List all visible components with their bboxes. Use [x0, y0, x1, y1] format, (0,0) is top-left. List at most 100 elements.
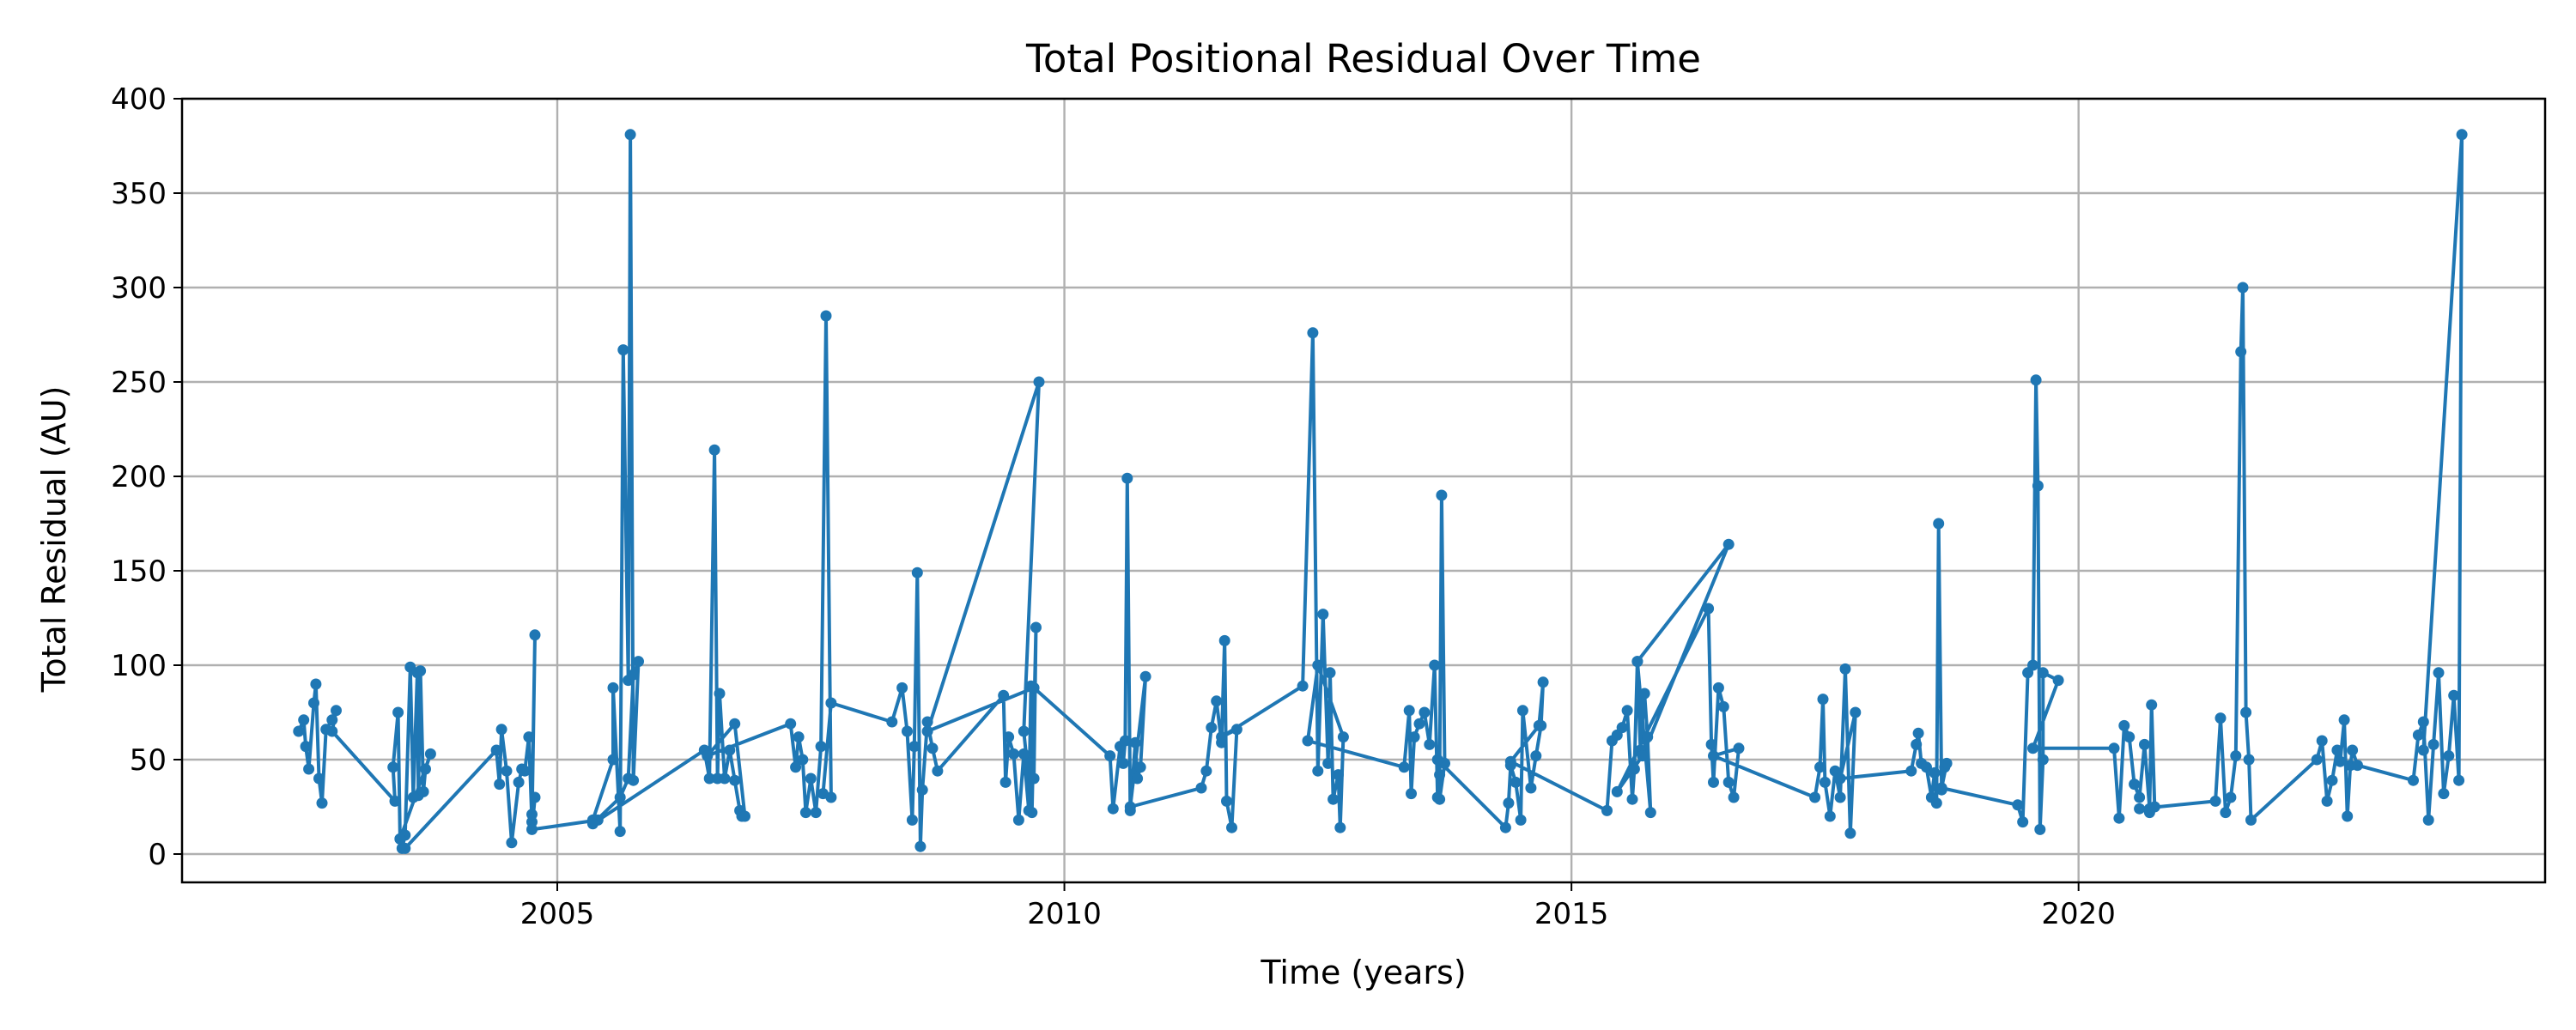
data-point	[820, 310, 832, 322]
data-point	[902, 725, 913, 737]
data-point	[1533, 719, 1545, 731]
data-point	[506, 837, 518, 849]
data-point	[916, 784, 928, 796]
data-point	[2139, 738, 2150, 750]
data-point	[2012, 799, 2024, 811]
chart-title: Total Positional Residual Over Time	[1025, 36, 1701, 82]
data-point	[1717, 700, 1729, 712]
data-point	[708, 444, 720, 456]
x-tick-label: 2005	[520, 897, 595, 931]
data-point	[911, 566, 923, 579]
data-point	[387, 761, 399, 773]
data-point	[2134, 803, 2146, 815]
data-point	[1406, 788, 1417, 800]
data-point	[2417, 744, 2429, 756]
data-point	[999, 776, 1012, 788]
data-point	[1334, 821, 1346, 833]
data-point	[1930, 797, 1942, 809]
data-point	[1200, 765, 1212, 777]
data-point	[1302, 735, 1314, 747]
ticks: 2005 2010 2015 2020 0 50 100 150 200 250 300 350 400	[111, 82, 2116, 931]
data-point	[529, 629, 541, 641]
data-point	[2243, 754, 2255, 766]
data-point	[1434, 769, 1446, 781]
data-point	[2412, 729, 2424, 741]
data-point	[2347, 744, 2359, 756]
data-point	[1424, 738, 1436, 750]
data-point	[805, 772, 817, 785]
data-point	[2220, 807, 2232, 819]
y-tick-label: 300	[111, 271, 167, 306]
data-point	[1525, 782, 1537, 794]
data-point	[1911, 738, 1923, 750]
data-point	[415, 665, 427, 677]
data-point	[526, 823, 538, 835]
data-point	[331, 705, 342, 717]
data-point	[1436, 489, 1448, 501]
data-point	[1012, 814, 1024, 826]
data-point	[1611, 785, 1623, 797]
data-point	[2230, 750, 2242, 762]
data-point	[1317, 609, 1329, 621]
y-tick-label: 50	[130, 743, 167, 778]
data-point	[797, 754, 809, 766]
data-point	[1008, 748, 1019, 760]
data-point	[1107, 803, 1119, 815]
data-point	[785, 718, 797, 730]
data-point	[1028, 772, 1040, 785]
y-tick-label: 150	[111, 554, 167, 589]
y-tick-label: 0	[148, 838, 167, 872]
data-point	[1921, 761, 1932, 773]
data-point	[293, 725, 305, 737]
data-point	[1705, 738, 1717, 750]
data-point	[793, 731, 805, 743]
data-point	[308, 697, 319, 709]
data-point	[896, 682, 908, 694]
data-point	[326, 725, 338, 737]
data-point	[1030, 621, 1042, 633]
data-point	[2027, 742, 2038, 754]
data-point	[313, 772, 325, 785]
data-point	[2433, 667, 2445, 679]
data-point	[623, 772, 635, 785]
data-point	[1515, 814, 1527, 826]
data-point	[1431, 754, 1443, 766]
data-point	[495, 724, 507, 736]
data-point	[1839, 663, 1851, 675]
data-point	[790, 761, 802, 773]
data-point	[1912, 727, 1924, 739]
data-point	[2030, 374, 2042, 386]
data-point	[825, 697, 837, 709]
data-point	[607, 682, 619, 694]
data-point	[1211, 695, 1223, 707]
data-point	[1129, 736, 1141, 748]
data-point	[633, 656, 644, 668]
data-point	[1817, 694, 1829, 706]
data-point	[1626, 793, 1638, 805]
data-point	[1703, 603, 1715, 615]
data-point	[2209, 795, 2221, 807]
data-point	[1850, 706, 1862, 718]
data-point	[1119, 735, 1131, 747]
data-point	[2237, 282, 2249, 294]
data-point	[2134, 791, 2146, 803]
data-point	[1206, 722, 1218, 734]
data-point	[1616, 722, 1628, 734]
data-point	[1221, 795, 1232, 807]
data-point	[1503, 797, 1515, 809]
data-point	[1601, 804, 1613, 816]
data-point	[702, 750, 714, 762]
x-tick-label: 2015	[1534, 897, 1609, 931]
data-point	[2108, 742, 2120, 754]
data-point	[2118, 719, 2130, 731]
y-tick-label: 200	[111, 460, 167, 494]
data-point	[739, 810, 750, 822]
data-point	[1403, 705, 1415, 717]
data-point	[420, 763, 431, 775]
data-point	[2037, 754, 2049, 766]
data-point	[607, 754, 619, 766]
data-point	[523, 731, 535, 743]
data-point	[2034, 823, 2046, 835]
data-point	[2334, 755, 2346, 767]
data-point	[1929, 766, 1941, 779]
